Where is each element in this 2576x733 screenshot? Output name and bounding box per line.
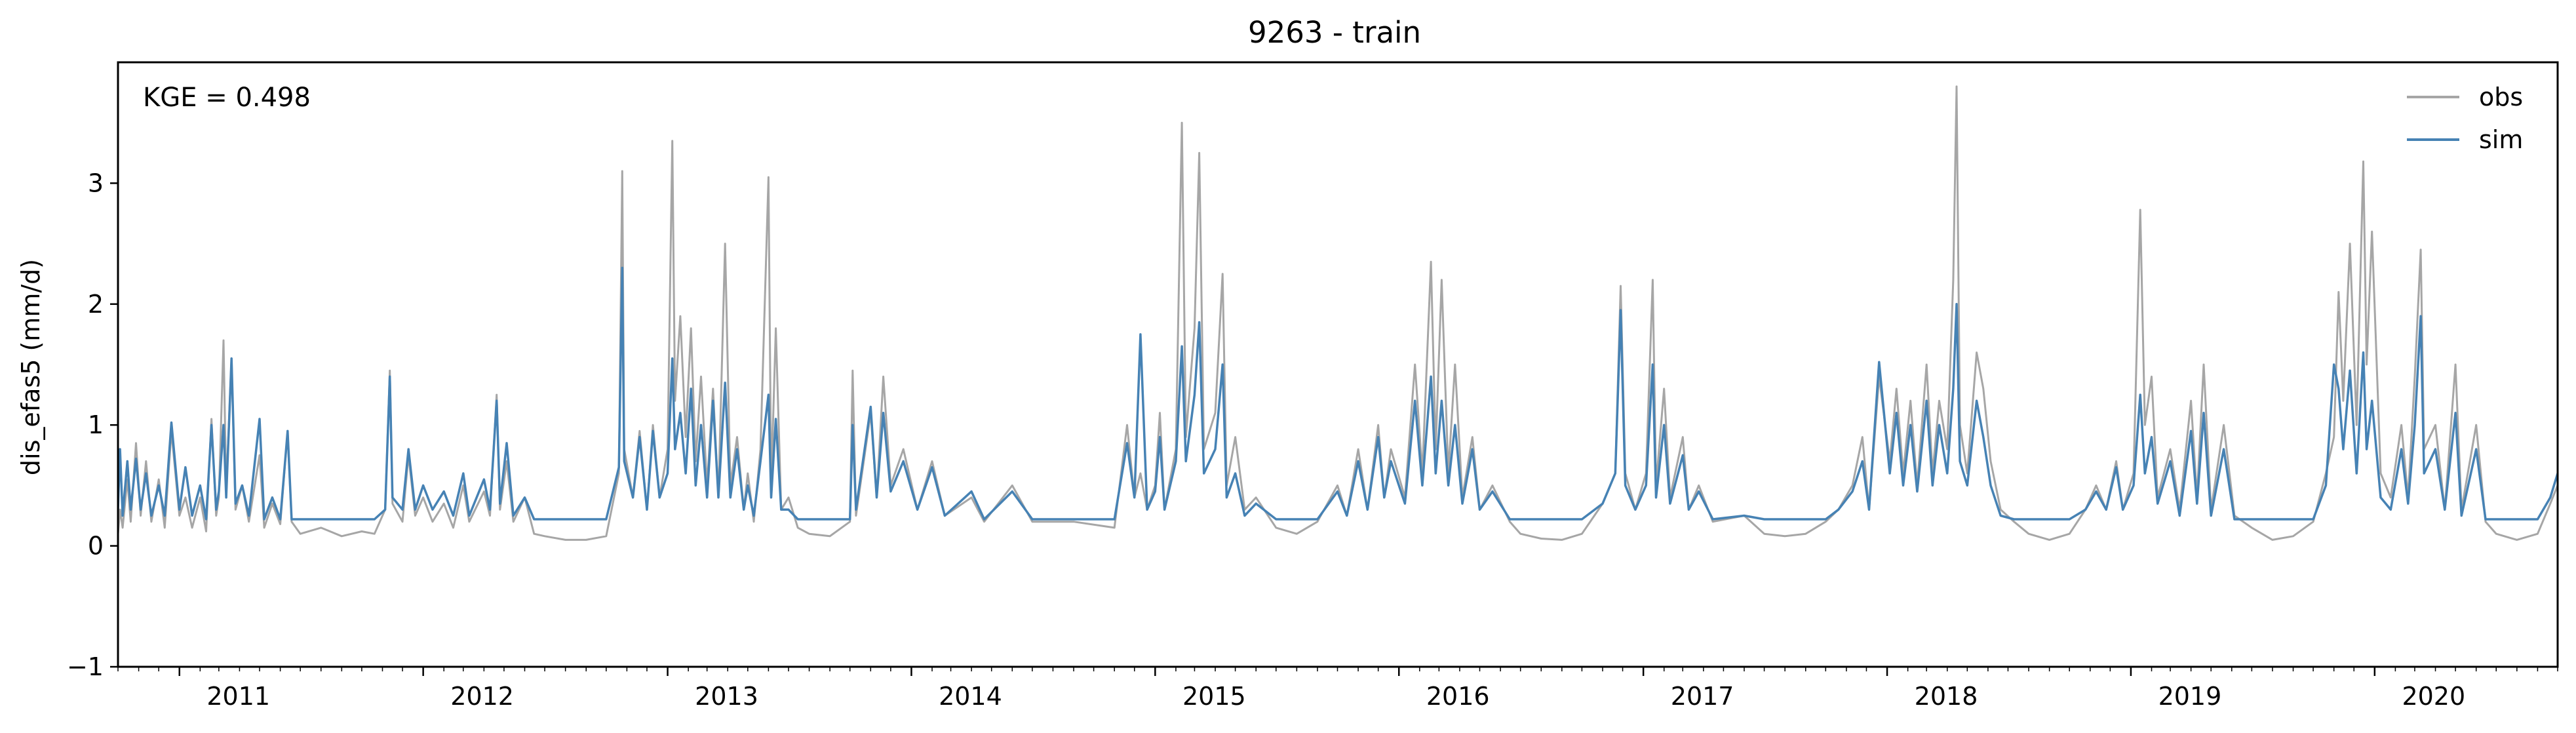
x-tick-label: 2019 [2158,682,2222,711]
axes-layer: −1 0 1 2 3 2011 2012 2013 2014 2015 2016 2017 2018 20… [67,168,2558,711]
series-layer [118,85,2558,541]
x-tick-label: 2018 [1915,682,1978,711]
x-tick-label: 2020 [2402,682,2465,711]
x-tick-label: 2011 [206,682,270,711]
series-line-sim [118,266,2558,521]
legend-label-sim: sim [2479,125,2523,154]
x-tick-label: 2015 [1182,682,1246,711]
kge-annotation: KGE = 0.498 [143,83,311,113]
y-tick-label: 3 [88,168,104,197]
plot-frame [117,61,2559,668]
x-tick-label: 2016 [1426,682,1490,711]
y-tick-label: −1 [67,652,104,681]
y-tick-label: 1 [88,410,104,439]
x-tick-label: 2014 [939,682,1002,711]
y-tick-label: 2 [88,290,104,319]
legend-label-obs: obs [2479,83,2523,111]
x-tick-label: 2017 [1671,682,1734,711]
legend: obs sim [2407,83,2523,154]
y-tick-label: 0 [88,532,104,561]
x-tick-label: 2012 [450,682,514,711]
chart-title: 9263 - train [1248,15,1421,50]
x-tick-label: 2013 [695,682,758,711]
y-axis-label: dis_efas5 (mm/d) [16,259,45,475]
plot-area [118,85,2558,541]
